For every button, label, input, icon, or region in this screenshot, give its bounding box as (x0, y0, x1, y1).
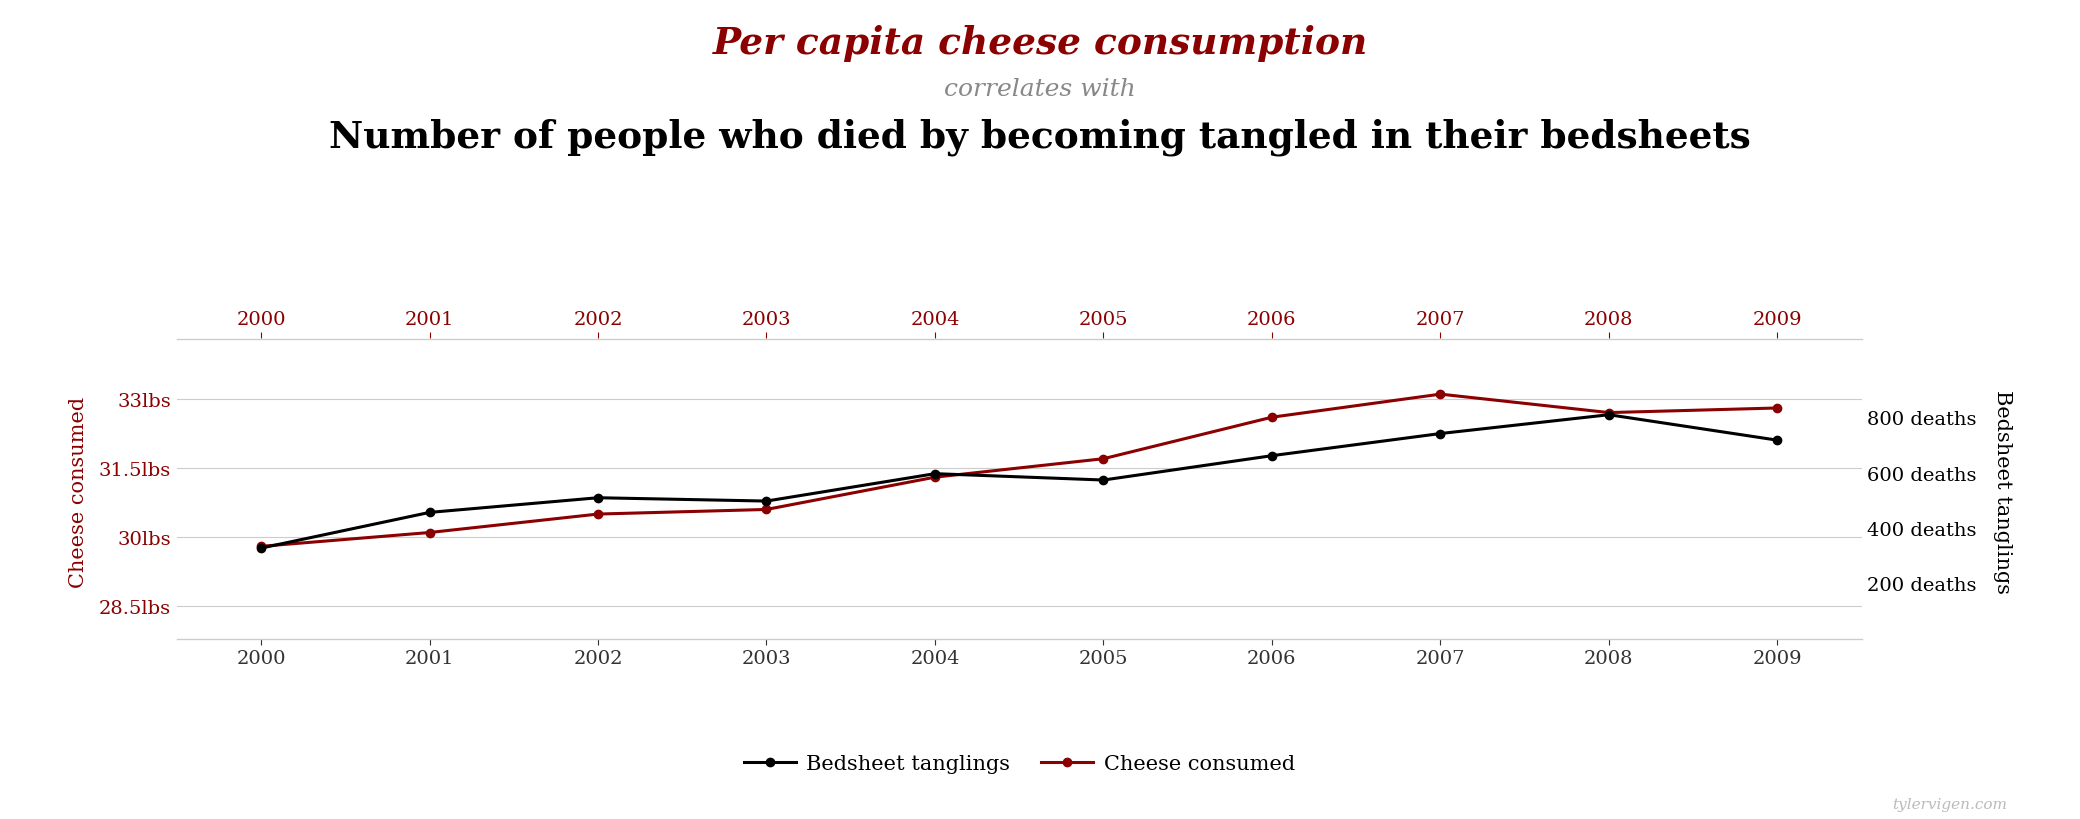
Text: Per capita cheese consumption: Per capita cheese consumption (711, 25, 1369, 61)
Text: correlates with: correlates with (944, 78, 1136, 101)
Text: Number of people who died by becoming tangled in their bedsheets: Number of people who died by becoming ta… (329, 119, 1751, 156)
Text: tylervigen.com: tylervigen.com (1893, 797, 2007, 811)
Legend: Bedsheet tanglings, Cheese consumed: Bedsheet tanglings, Cheese consumed (734, 746, 1304, 781)
Y-axis label: Bedsheet tanglings: Bedsheet tanglings (1993, 390, 2011, 593)
Y-axis label: Cheese consumed: Cheese consumed (69, 396, 87, 587)
